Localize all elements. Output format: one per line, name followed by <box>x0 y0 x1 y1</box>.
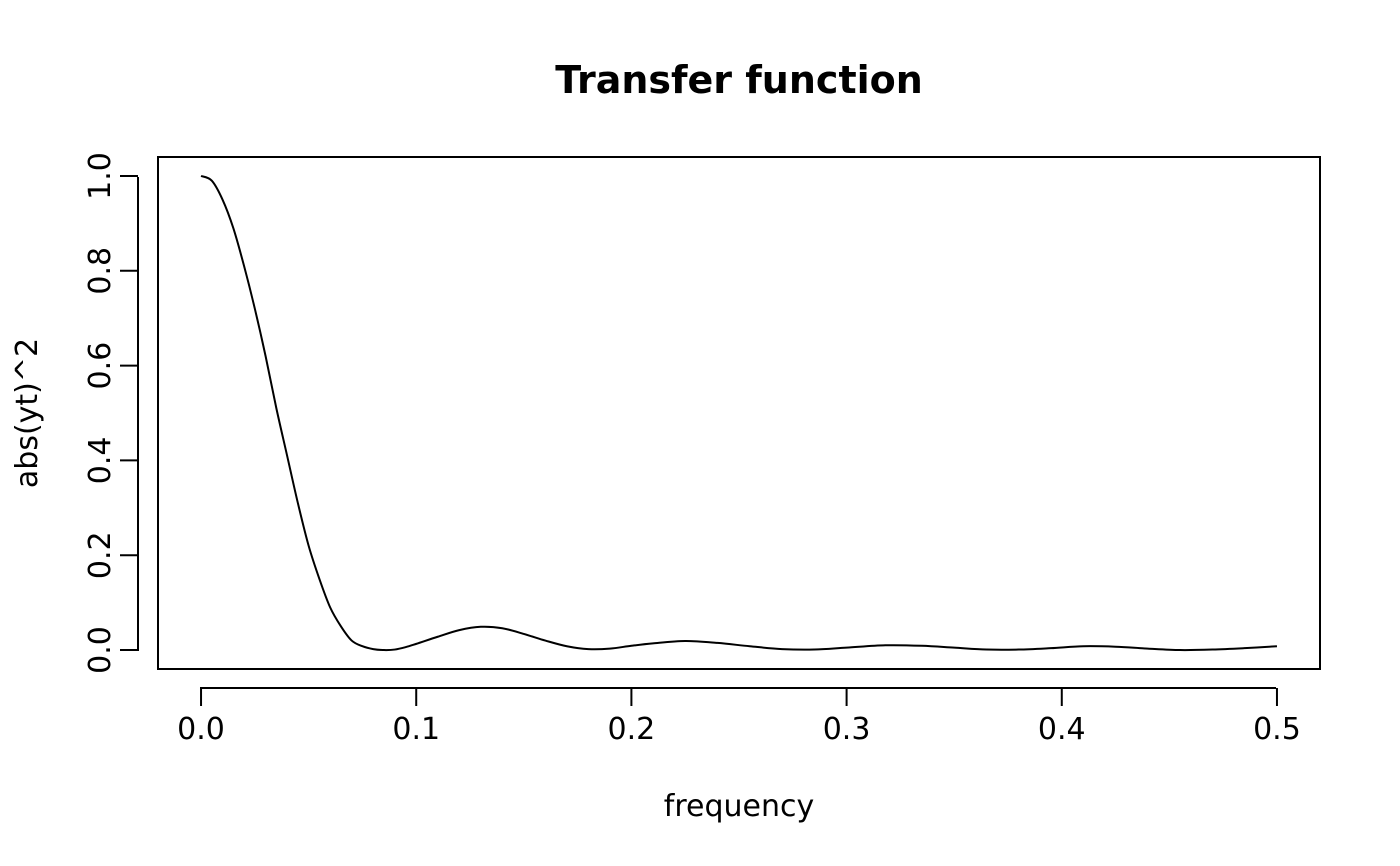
plot-area-border <box>157 156 1321 670</box>
x-tick-label: 0.5 <box>1253 712 1301 747</box>
y-axis-ticks: 0.0 0.2 0.4 0.6 0.8 1.0 <box>83 152 138 674</box>
chart-title: Transfer function <box>555 58 923 102</box>
x-tick-label: 0.4 <box>1038 712 1086 747</box>
x-tick-label: 0.0 <box>177 712 225 747</box>
y-tick-label: 0.8 <box>83 247 118 295</box>
y-tick-label: 0.2 <box>83 531 118 579</box>
y-axis-label: abs(yt)^2 <box>10 338 45 488</box>
y-tick-label: 1.0 <box>83 152 118 200</box>
y-tick-label: 0.6 <box>83 342 118 390</box>
x-tick-label: 0.2 <box>608 712 656 747</box>
x-axis-label: frequency <box>664 789 814 824</box>
x-tick-label: 0.3 <box>823 712 871 747</box>
x-tick-label: 0.1 <box>392 712 440 747</box>
series-group <box>200 175 1278 652</box>
y-tick-label: 0.4 <box>83 437 118 485</box>
y-tick-label: 0.0 <box>83 626 118 674</box>
series-line <box>200 175 1278 652</box>
x-axis-ticks: 0.0 0.1 0.2 0.3 0.4 0.5 <box>177 688 1301 747</box>
